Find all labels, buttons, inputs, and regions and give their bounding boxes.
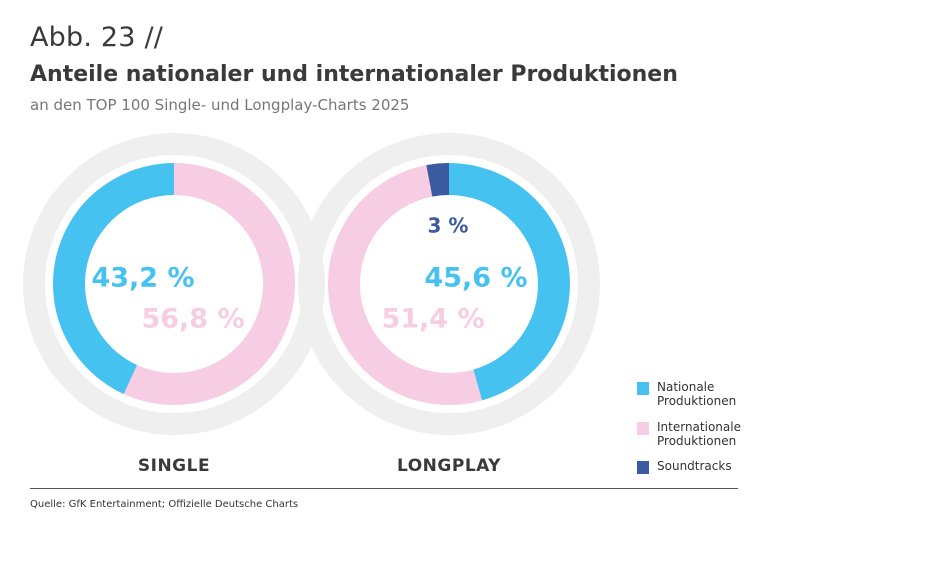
slice-longplay-internationale-produktionen — [328, 165, 483, 405]
figure-number: Abb. 23 // — [30, 22, 164, 53]
legend-swatch-soundtracks — [637, 461, 649, 474]
source-divider — [30, 488, 738, 489]
data-label-single-nationale-produktionen: 43,2 % — [91, 263, 194, 294]
donut-track-longplay — [298, 133, 600, 435]
legend-label-soundtracks: Soundtracks — [657, 459, 732, 473]
chart-subtitle: an den TOP 100 Single- und Longplay-Char… — [30, 96, 410, 114]
data-label-longplay-nationale-produktionen: 45,6 % — [424, 263, 527, 294]
legend-swatch-national — [637, 382, 649, 395]
legend-label-international: Internationale Produktionen — [657, 420, 741, 448]
data-label-single-internationale-produktionen: 56,8 % — [141, 304, 244, 335]
chart-label-longplay: LONGPLAY — [397, 456, 501, 476]
data-label-longplay-internationale-produktionen: 51,4 % — [381, 304, 484, 335]
chart-title: Anteile nationaler und internationaler P… — [30, 62, 678, 87]
donut-bg-single — [53, 163, 295, 405]
chart-label-single: SINGLE — [138, 456, 210, 476]
donut-bg-longplay — [328, 163, 570, 405]
slice-longplay-soundtracks — [426, 163, 450, 197]
source-note: Quelle: GfK Entertainment; Offizielle De… — [30, 499, 299, 510]
slice-longplay-nationale-produktionen — [448, 163, 570, 401]
data-label-longplay-soundtracks: 3 % — [428, 214, 469, 238]
slice-single-nationale-produktionen — [53, 163, 175, 395]
legend-label-national: Nationale Produktionen — [657, 380, 737, 408]
legend-swatch-international — [637, 422, 649, 435]
slice-single-internationale-produktionen — [123, 163, 295, 405]
